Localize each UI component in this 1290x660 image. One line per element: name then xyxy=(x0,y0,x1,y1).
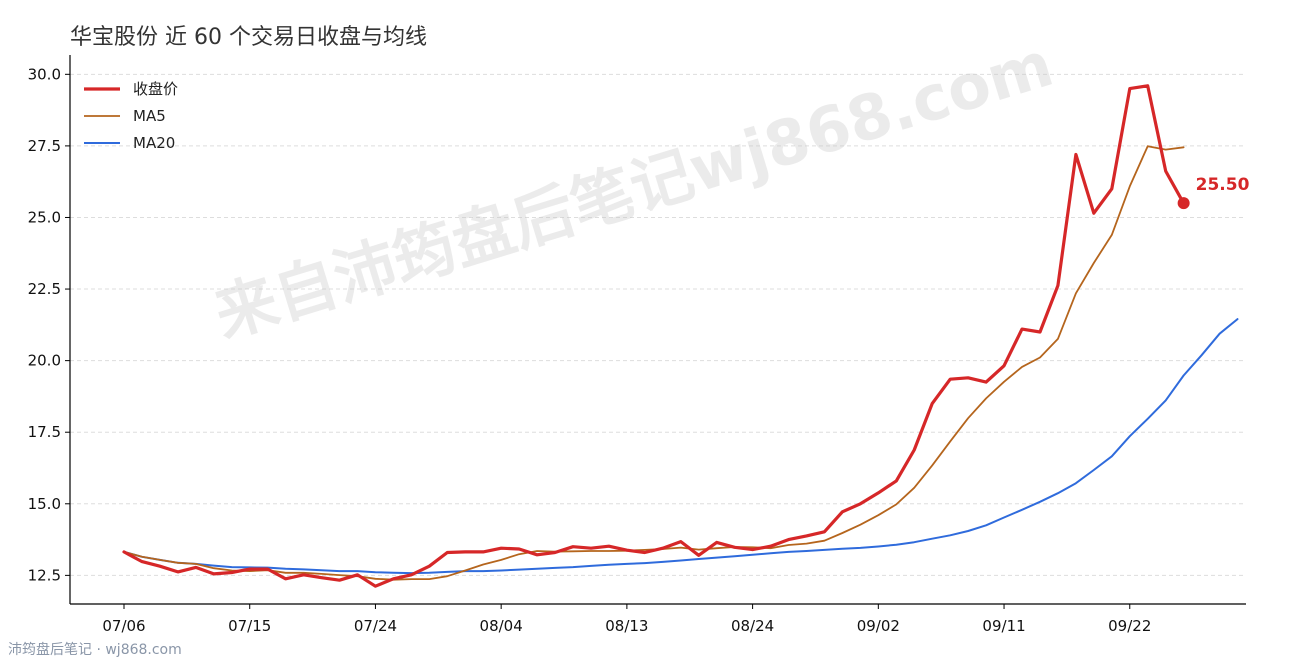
grid-lines xyxy=(70,73,1246,576)
x-axis: 07/06 07/15 07/24 08/04 08/13 08/24 09/02 09/11… xyxy=(70,603,1246,635)
x-tick-label: 07/06 xyxy=(102,617,145,635)
x-tick-label: 08/04 xyxy=(480,617,523,635)
y-axis: 12.5 15.0 17.5 20.0 22.5 25.0 27.5 30.0 xyxy=(28,55,71,604)
x-tick-label: 07/24 xyxy=(354,617,397,635)
series-lines xyxy=(122,84,1239,588)
footer-text: 沛筠盘后笔记 · wj868.com xyxy=(8,641,182,658)
y-tick-label: 30.0 xyxy=(28,65,61,83)
last-point-dot xyxy=(1177,197,1190,210)
x-tick-label: 07/15 xyxy=(228,617,271,635)
y-tick-label: 15.0 xyxy=(28,495,61,513)
legend: 收盘价 MA5 MA20 xyxy=(84,80,178,152)
watermark: 来自沛筠盘后笔记wj868.com xyxy=(206,27,1061,352)
x-tick-label: 09/11 xyxy=(982,617,1025,635)
y-tick-label: 25.0 xyxy=(28,208,61,226)
watermark-text: 来自沛筠盘后笔记wj868.com xyxy=(206,27,1061,352)
legend-label: 收盘价 xyxy=(133,80,178,98)
y-tick-label: 27.5 xyxy=(28,137,61,155)
last-value-marker: 25.50 xyxy=(1177,175,1250,210)
legend-label: MA20 xyxy=(133,134,175,152)
x-tick-label: 08/13 xyxy=(605,617,648,635)
x-tick-label: 08/24 xyxy=(731,617,774,635)
y-tick-label: 20.0 xyxy=(28,352,61,370)
y-tick-label: 17.5 xyxy=(28,423,61,441)
y-tick-label: 22.5 xyxy=(28,280,61,298)
series-line-0 xyxy=(122,84,1186,588)
x-tick-label: 09/22 xyxy=(1108,617,1151,635)
series-line-2 xyxy=(123,318,1239,575)
last-value-label: 25.50 xyxy=(1196,175,1250,195)
chart-title: 华宝股份 近 60 个交易日收盘与均线 xyxy=(70,25,427,50)
y-tick-label: 12.5 xyxy=(28,566,61,584)
legend-label: MA5 xyxy=(133,107,166,125)
x-tick-label: 09/02 xyxy=(857,617,900,635)
